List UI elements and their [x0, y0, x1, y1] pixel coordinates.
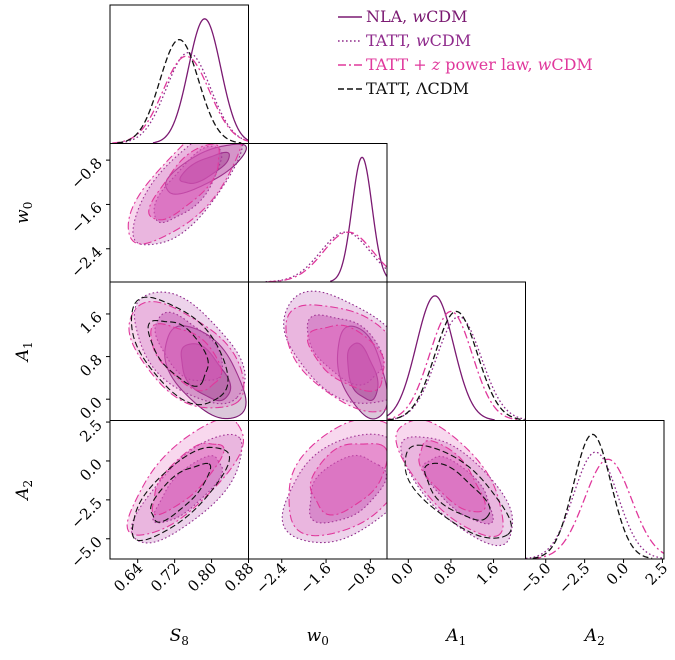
contour-tatt-w0-A2-95: [281, 433, 387, 544]
contour-tatt-w0-A2-68: [309, 454, 387, 524]
y-axis-label-A1: A1: [13, 341, 35, 363]
contour-tattz-S8-A1-68: [150, 323, 223, 392]
x-tick-label-w0: −1.6: [296, 559, 334, 597]
marginal-curve-nla-S8: [152, 18, 249, 144]
legend-label-nla: NLA, wCDM: [366, 7, 468, 26]
x-tick-label-A2: 0.0: [603, 559, 633, 589]
y-tick-label-A1: 0.8: [76, 351, 106, 381]
marginal-w0: [265, 156, 387, 282]
contour-tatt-w0-A1-68: [306, 314, 385, 386]
marginal-curve-tattz-A1: [387, 310, 520, 421]
contour-tattz-A1-A2-95: [395, 420, 504, 538]
contour-lcdm-A1-A2-68: [423, 462, 491, 521]
contour-tattz-w0-A1-68: [306, 324, 385, 392]
y-tick-label-w0: −2.4: [67, 243, 105, 281]
x-tick-label-S8: 0.64: [110, 559, 146, 595]
x-tick-label-A1: 1.6: [473, 559, 503, 589]
contour-lcdm-S8-A2-68: [150, 462, 212, 523]
x-tick-label-w0: −2.4: [252, 559, 290, 597]
contour-tattz-w0-A2-68: [309, 443, 387, 516]
y-tick-label-A2: 0.0: [76, 455, 106, 485]
marginal-curve-tattz-w0: [268, 231, 387, 282]
contour-tattz-S8-A2-68: [151, 442, 225, 516]
marginal-S8: [112, 18, 249, 144]
contour-panel-S8-w0: [127, 143, 247, 246]
contour-tattz-S8-A1-95: [128, 300, 245, 409]
contour-tatt-S8-A1-95: [133, 291, 246, 405]
legend-label-tattz: TATT + z power law, wCDM: [366, 55, 593, 74]
contour-nla-S8-A1-95: [164, 325, 247, 420]
contour-panel-S8-A1: [128, 291, 247, 420]
contour-lcdm-S8-A1-68: [147, 319, 209, 387]
marginal-curve-tatt-A1: [387, 315, 526, 421]
marginal-curve-tattz-S8: [112, 55, 249, 144]
x-tick-label-A2: 2.5: [642, 559, 672, 589]
contour-lcdm-A1-A2-95: [404, 444, 512, 539]
x-tick-label-A1: 0.0: [388, 559, 418, 589]
contour-panel-S8-A2: [126, 420, 245, 544]
x-tick-label-w0: −0.8: [341, 559, 379, 597]
marginal-curve-lcdm-A1: [388, 310, 525, 421]
x-tick-label-S8: 0.80: [184, 559, 220, 595]
x-axis-label-S8: S8: [170, 626, 189, 648]
marginal-curve-nla-w0: [329, 156, 387, 282]
marginal-curve-tatt-A2: [525, 451, 664, 559]
contour-tattz-S8-w0-68: [148, 143, 220, 221]
x-axis-label-w0: w0: [307, 626, 329, 648]
contour-lcdm-S8-A1-95: [130, 296, 229, 406]
contour-panel-w0-A1: [283, 290, 387, 420]
contour-panel-A1-A2: [395, 420, 514, 547]
panel-frame-S8-S8: [109, 4, 249, 144]
panel-frame-A1-A1: [386, 281, 526, 421]
marginal-curve-tattz-A2: [533, 458, 664, 559]
y-tick-label-A1: 1.6: [76, 308, 106, 338]
contour-nla-w0-A1-68: [346, 342, 379, 402]
panel-frame-w0-w0: [248, 143, 388, 283]
x-axis-label-A1: A1: [444, 626, 466, 648]
contour-tatt-S8-A2-68: [152, 455, 224, 524]
contour-lcdm-S8-A2-95: [131, 446, 231, 542]
y-axis-label-A2: A2: [13, 480, 35, 502]
x-tick-label-A1: 0.8: [430, 559, 460, 589]
contour-panel-w0-A2: [281, 420, 387, 544]
x-axis-label-A2: A2: [583, 626, 605, 648]
marginal-A1: [387, 295, 526, 421]
contour-tattz-w0-A2-95: [288, 420, 387, 537]
x-tick-label-S8: 0.72: [147, 559, 183, 595]
y-tick-label-w0: −0.8: [67, 154, 105, 192]
contour-nla-S8-w0-68: [179, 151, 230, 184]
marginal-curve-lcdm-A2: [532, 433, 653, 559]
marginal-curve-lcdm-S8: [117, 38, 242, 144]
x-tick-label-A2: −2.5: [555, 559, 593, 597]
contour-tattz-S8-w0-95: [127, 143, 243, 245]
y-tick-label-A2: −5.0: [67, 533, 105, 571]
contour-tattz-A1-A2-68: [418, 440, 486, 513]
x-tick-label-S8: 0.88: [221, 559, 257, 595]
y-tick-label-w0: −1.6: [67, 199, 105, 237]
legend-label-lcdm: TATT, ΛCDM: [366, 79, 469, 98]
x-tick-label-A2: −5.0: [516, 559, 554, 597]
y-axis-label-w0: w0: [13, 202, 35, 224]
contour-tatt-A1-A2-68: [422, 455, 494, 525]
contour-tatt-S8-w0-68: [153, 145, 223, 224]
legend-label-tatt: TATT, wCDM: [366, 31, 471, 50]
contour-tattz-S8-A2-95: [126, 420, 245, 536]
y-tick-label-A2: 2.5: [76, 416, 106, 446]
marginal-A2: [525, 433, 664, 559]
marginal-curve-tatt-w0: [265, 231, 387, 282]
legend: NLA, wCDM TATT, wCDM TATT + z power law, w…: [338, 7, 593, 98]
contour-tatt-S8-A1-68: [154, 311, 223, 382]
contour-tatt-w0-A1-95: [283, 290, 387, 404]
y-tick-label-A2: −2.5: [67, 494, 105, 532]
panel-frame-A2-A2: [525, 420, 665, 560]
marginal-curve-nla-A1: [387, 295, 495, 421]
